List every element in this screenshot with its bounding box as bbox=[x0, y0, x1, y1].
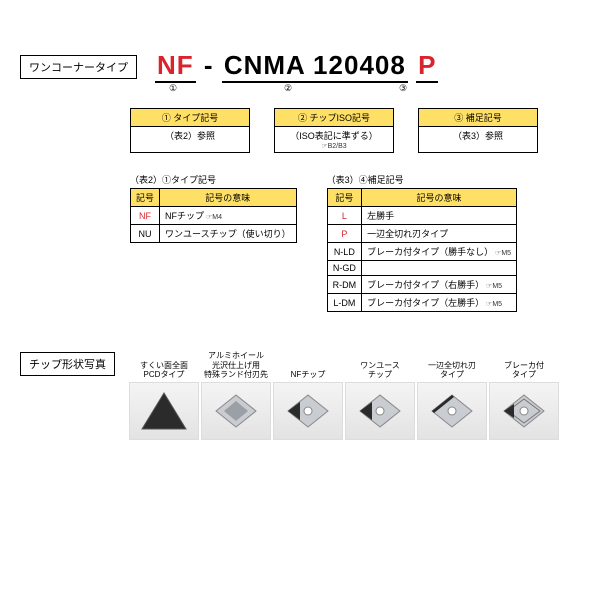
cell-ref: ☞M5 bbox=[484, 301, 502, 308]
photo-caption: すくい面全面PCDタイプ bbox=[129, 352, 199, 380]
table-row: L左勝手 bbox=[327, 207, 516, 225]
chip-shape-icon bbox=[489, 382, 559, 440]
cell-ref: ☞M5 bbox=[493, 250, 511, 257]
photo-caption: ワンユースチップ bbox=[345, 352, 415, 380]
cell-meaning: ブレーカ付タイプ（右勝手） ☞M5 bbox=[362, 276, 517, 294]
table-row: R-DMブレーカ付タイプ（右勝手） ☞M5 bbox=[327, 276, 516, 294]
legend-box-1: ① タイプ記号 （表2）参照 bbox=[130, 108, 250, 153]
cell-meaning: 左勝手 bbox=[362, 207, 517, 225]
legend-3-hdr: ③ 補足記号 bbox=[419, 109, 537, 127]
photo-caption: アルミホイール光沢仕上げ用特殊ランド付刃先 bbox=[201, 352, 271, 380]
circ-1: ① bbox=[158, 83, 188, 94]
cell-code: L-DM bbox=[327, 294, 362, 312]
chip-photo-label: チップ形状写真 bbox=[20, 352, 115, 376]
table3-wrap: （表3）④補足記号 記号 記号の意味 L左勝手P一辺全切れ刃タイプN-LDブレー… bbox=[327, 173, 517, 312]
tables-row: （表2）①タイプ記号 記号 記号の意味 NFNFチップ ☞M4NUワンユースチッ… bbox=[130, 173, 580, 312]
legend-2-body: （ISO表記に準ずる） ☞B2/B3 bbox=[275, 127, 393, 152]
cell-code: N-GD bbox=[327, 261, 362, 276]
cell-ref: ☞M5 bbox=[484, 283, 502, 290]
table-row: N-LDブレーカ付タイプ（勝手なし） ☞M5 bbox=[327, 243, 516, 261]
photo-section: チップ形状写真 すくい面全面PCDタイプアルミホイール光沢仕上げ用特殊ランド付刃… bbox=[20, 352, 580, 440]
code-part-2: CNMA 120408 bbox=[222, 50, 408, 83]
cell-meaning: 一辺全切れ刃タイプ bbox=[362, 225, 517, 243]
photo-cell: NFチップ bbox=[273, 352, 343, 440]
table-row: NFNFチップ ☞M4 bbox=[131, 207, 297, 225]
cell-code: N-LD bbox=[327, 243, 362, 261]
table-row: P一辺全切れ刃タイプ bbox=[327, 225, 516, 243]
cell-code: R-DM bbox=[327, 276, 362, 294]
photo-cell: アルミホイール光沢仕上げ用特殊ランド付刃先 bbox=[201, 352, 271, 440]
circ-2: ② bbox=[188, 83, 388, 94]
code-part-3: P bbox=[416, 50, 438, 83]
photo-grid: すくい面全面PCDタイプアルミホイール光沢仕上げ用特殊ランド付刃先NFチップワン… bbox=[129, 352, 559, 440]
cell-code: L bbox=[327, 207, 362, 225]
chip-shape-icon bbox=[201, 382, 271, 440]
chip-shape-icon bbox=[273, 382, 343, 440]
cell-code: P bbox=[327, 225, 362, 243]
circle-markers: ① ② ③ bbox=[158, 83, 580, 94]
table2: 記号 記号の意味 NFNFチップ ☞M4NUワンユースチップ（使い切り） bbox=[130, 188, 297, 243]
table3: 記号 記号の意味 L左勝手P一辺全切れ刃タイプN-LDブレーカ付タイプ（勝手なし… bbox=[327, 188, 517, 312]
cell-ref: ☞M4 bbox=[204, 214, 222, 221]
table3-h2: 記号の意味 bbox=[362, 189, 517, 207]
table3-caption: （表3）④補足記号 bbox=[327, 173, 517, 186]
chip-shape-icon bbox=[417, 382, 487, 440]
table-row: L-DMブレーカ付タイプ（左勝手） ☞M5 bbox=[327, 294, 516, 312]
legend-box-2: ② チップISO記号 （ISO表記に準ずる） ☞B2/B3 bbox=[274, 108, 394, 153]
photo-cell: すくい面全面PCDタイプ bbox=[129, 352, 199, 440]
legend-2-hdr: ② チップISO記号 bbox=[275, 109, 393, 127]
table-row: NUワンユースチップ（使い切り） bbox=[131, 225, 297, 243]
legend-1-hdr: ① タイプ記号 bbox=[131, 109, 249, 127]
legend-1-body: （表2）参照 bbox=[131, 127, 249, 144]
photo-cell: ブレーカ付タイプ bbox=[489, 352, 559, 440]
cell-meaning bbox=[362, 261, 517, 276]
cell-meaning: ワンユースチップ（使い切り） bbox=[160, 225, 297, 243]
table2-caption: （表2）①タイプ記号 bbox=[130, 173, 297, 186]
legend-3-body: （表3）参照 bbox=[419, 127, 537, 144]
product-code-row: ワンコーナータイプ NF - CNMA 120408 P bbox=[20, 50, 580, 83]
table-row: N-GD bbox=[327, 261, 516, 276]
photo-caption: ブレーカ付タイプ bbox=[489, 352, 559, 380]
cell-meaning: ブレーカ付タイプ（左勝手） ☞M5 bbox=[362, 294, 517, 312]
table2-wrap: （表2）①タイプ記号 記号 記号の意味 NFNFチップ ☞M4NUワンユースチッ… bbox=[130, 173, 297, 243]
cell-meaning: ブレーカ付タイプ（勝手なし） ☞M5 bbox=[362, 243, 517, 261]
code-part-1: NF bbox=[155, 50, 196, 83]
table2-h2: 記号の意味 bbox=[160, 189, 297, 207]
legend-2-ref: ☞B2/B3 bbox=[279, 142, 389, 150]
table2-h1: 記号 bbox=[131, 189, 160, 207]
legend-box-3: ③ 補足記号 （表3）参照 bbox=[418, 108, 538, 153]
product-code: NF - CNMA 120408 P bbox=[155, 50, 438, 83]
photo-caption: NFチップ bbox=[273, 352, 343, 380]
chip-shape-icon bbox=[345, 382, 415, 440]
legend-row: ① タイプ記号 （表2）参照 ② チップISO記号 （ISO表記に準ずる） ☞B… bbox=[130, 108, 580, 153]
chip-shape-icon bbox=[129, 382, 199, 440]
cell-meaning: NFチップ ☞M4 bbox=[160, 207, 297, 225]
corner-type-label: ワンコーナータイプ bbox=[20, 55, 137, 79]
photo-caption: 一辺全切れ刃タイプ bbox=[417, 352, 487, 380]
legend-2-body-text: （ISO表記に準ずる） bbox=[290, 131, 378, 141]
cell-code: NU bbox=[131, 225, 160, 243]
photo-cell: ワンユースチップ bbox=[345, 352, 415, 440]
photo-cell: 一辺全切れ刃タイプ bbox=[417, 352, 487, 440]
code-sep: - bbox=[204, 50, 214, 80]
circ-3: ③ bbox=[388, 83, 418, 94]
table3-h1: 記号 bbox=[327, 189, 362, 207]
cell-code: NF bbox=[131, 207, 160, 225]
